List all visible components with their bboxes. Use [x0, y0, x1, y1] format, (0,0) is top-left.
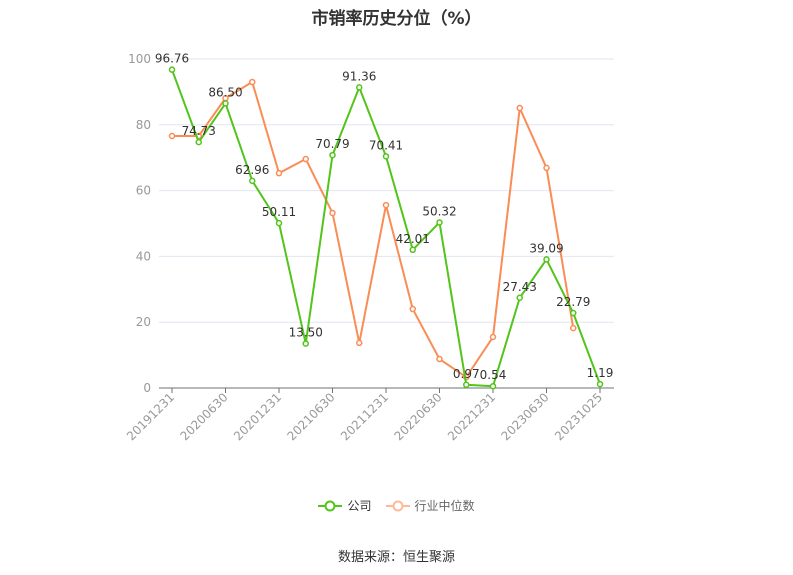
data-point — [489, 382, 497, 390]
x-tick-label: 20211231 — [338, 390, 391, 443]
data-point — [329, 209, 336, 217]
data-point — [302, 155, 309, 163]
legend-label: 行业中位数 — [414, 499, 475, 513]
data-point — [356, 84, 363, 91]
x-tick-label: 20201231 — [231, 390, 284, 443]
data-point — [356, 339, 363, 347]
data-point — [516, 104, 523, 112]
data-point — [195, 138, 202, 146]
data-point — [275, 219, 283, 227]
data-point — [543, 164, 550, 172]
data-point — [436, 355, 443, 363]
data-point — [436, 219, 443, 226]
legend: 公司 行业中位数 — [0, 497, 793, 514]
y-tick-label: 20 — [136, 315, 151, 329]
data-label: 0.54 — [480, 368, 507, 382]
data-point — [570, 309, 577, 317]
data-point — [329, 151, 336, 159]
data-point — [382, 201, 390, 209]
x-tick-label: 20220630 — [392, 390, 445, 443]
data-label: 27.43 — [503, 280, 537, 294]
data-source: 数据来源：恒生聚源 — [337, 550, 455, 565]
x-tick-label: 20221231 — [445, 390, 498, 443]
data-label: 62.96 — [235, 163, 269, 177]
data-point — [463, 381, 470, 389]
data-point — [249, 177, 256, 185]
legend-item-industry-median[interactable]: 行业中位数 — [385, 497, 475, 514]
data-label: 96.76 — [155, 52, 189, 66]
data-label: 50.11 — [262, 205, 296, 219]
x-tick-label: 20200630 — [178, 390, 231, 443]
y-tick-label: 80 — [136, 118, 151, 132]
data-point — [168, 66, 176, 73]
data-point — [275, 169, 283, 177]
data-point — [222, 100, 229, 107]
data-label: 42.01 — [396, 232, 430, 246]
data-point — [382, 153, 390, 160]
data-point — [596, 380, 604, 388]
x-tick-label: 20210630 — [285, 390, 338, 443]
legend-item-company[interactable]: 公司 — [318, 497, 372, 514]
y-tick-label: 100 — [128, 52, 151, 66]
x-tick-label: 20231025 — [552, 390, 605, 443]
data-point — [543, 256, 550, 263]
data-label: 70.41 — [369, 138, 403, 152]
data-label: 74.73 — [182, 124, 216, 138]
data-label: 91.36 — [342, 69, 376, 83]
data-point — [489, 333, 497, 341]
data-point — [570, 324, 577, 332]
series-line — [172, 80, 575, 379]
data-label: 86.50 — [208, 85, 242, 99]
data-label: 22.79 — [556, 295, 590, 309]
chart-title: 市销率历史分位（%） — [311, 9, 482, 29]
data-point — [409, 305, 416, 313]
y-tick-label: 0 — [143, 381, 151, 395]
data-point — [168, 132, 176, 140]
data-label: 50.32 — [422, 204, 456, 218]
data-label: 0.97 — [453, 367, 480, 381]
data-point — [249, 78, 256, 86]
data-label: 39.09 — [529, 241, 563, 255]
y-tick-label: 40 — [136, 249, 151, 263]
y-tick-label: 60 — [136, 184, 151, 198]
data-point — [409, 246, 416, 254]
data-label: 13.50 — [289, 326, 323, 340]
series-line — [171, 69, 601, 388]
data-label: 1.19 — [587, 366, 614, 380]
data-point — [516, 294, 523, 302]
data-label: 70.79 — [315, 137, 349, 151]
x-tick-label: 20191231 — [124, 390, 177, 443]
x-tick-label: 20230630 — [499, 390, 552, 443]
data-point — [302, 340, 309, 347]
legend-label: 公司 — [347, 499, 372, 513]
